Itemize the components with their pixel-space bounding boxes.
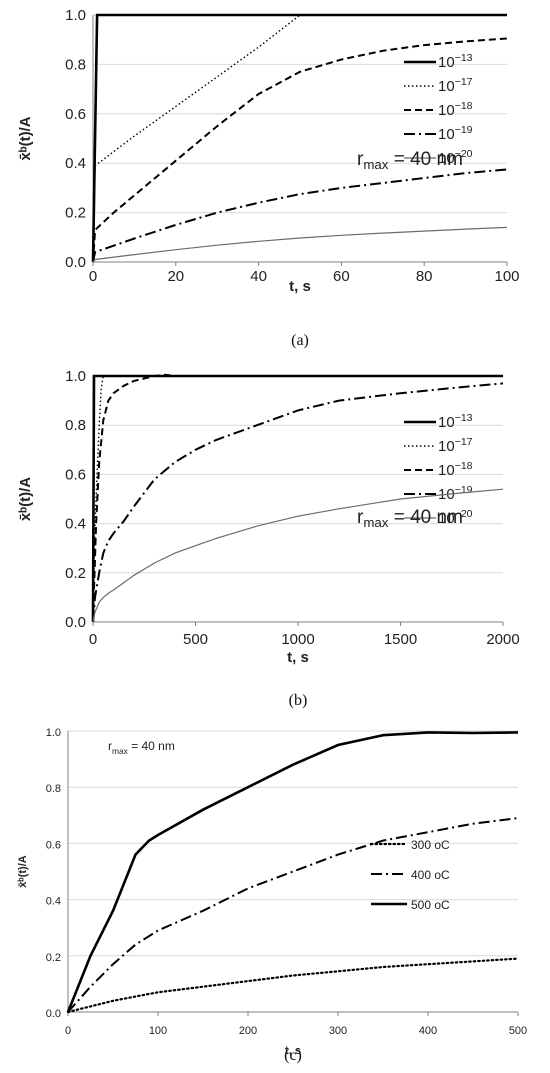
x-tick-label: 0 — [89, 268, 97, 285]
x-tick-label: 100 — [494, 268, 519, 285]
series-line-5 — [92, 488, 504, 623]
series-line-2 — [92, 375, 503, 623]
series-line-1 — [66, 957, 520, 1014]
y-tick-label: 0.0 — [65, 614, 86, 631]
y-tick-label: 1.0 — [65, 368, 86, 385]
y-tick-label: 0.8 — [46, 783, 61, 795]
x-tick-label: 40 — [250, 268, 267, 285]
legend-label: 10−19 — [438, 124, 473, 143]
y-tick-label: 0.8 — [65, 56, 86, 73]
y-tick-label: 0.2 — [46, 952, 61, 964]
chart-panel-c: 0.0 0.2 0.4 0.6 0.8 1.0 0 100 200 300 400 500 t, s x̄… — [17, 727, 527, 1064]
x-tick-label: 2000 — [486, 631, 519, 648]
x-tick-label: 100 — [149, 1025, 167, 1037]
legend-label: 500 oC — [411, 898, 450, 912]
x-tick-label: 500 — [183, 631, 208, 648]
legend-label: 10−17 — [438, 436, 473, 455]
legend-label: 400 oC — [411, 868, 450, 882]
y-tick-label: 0.4 — [65, 516, 86, 533]
series-line-4 — [92, 382, 504, 623]
y-tick-label: 0.4 — [65, 155, 86, 172]
x-axis-label: t, s — [285, 1045, 301, 1057]
x-tick-label: 400 — [419, 1025, 437, 1037]
y-tick-label: 0.0 — [65, 254, 86, 271]
y-tick-label: 0.4 — [46, 896, 61, 908]
x-tick-label: 20 — [167, 268, 184, 285]
series-line-4 — [92, 168, 508, 263]
x-tick-label: 1500 — [384, 631, 417, 648]
panel-caption: (a) — [291, 332, 309, 349]
x-tick-label: 0 — [89, 631, 97, 648]
y-axis-label: x̄ᵇ(t)/A — [17, 477, 34, 521]
series-line-5 — [92, 226, 508, 263]
series-line-3 — [66, 731, 519, 1013]
y-axis-label: x̄ᵇ(t)/A — [17, 855, 29, 887]
x-tick-label: 80 — [416, 268, 433, 285]
y-tick-label: 0.2 — [65, 565, 86, 582]
y-tick-label: 0.6 — [46, 839, 61, 851]
legend-label: 10−20 — [438, 508, 473, 527]
legend-label: 10−17 — [438, 76, 473, 95]
x-tick-label: 0 — [65, 1025, 71, 1037]
chart-panel-b: 0.0 0.2 0.4 0.6 0.8 1.0 0 500 1000 1500 2000 t, s x̄… — [17, 368, 520, 709]
series-line-2 — [92, 14, 507, 263]
rmax-annotation: rmax = 40 nm — [108, 739, 175, 756]
y-tick-label: 0.8 — [65, 417, 86, 434]
x-axis-label: t, s — [287, 649, 309, 666]
x-tick-label: 300 — [329, 1025, 347, 1037]
y-tick-label: 1.0 — [65, 7, 86, 24]
series-line-2 — [67, 817, 519, 1013]
legend-label: 10−13 — [438, 412, 473, 431]
chart-panel-a: 0.0 0.2 0.4 0.6 0.8 1.0 0 20 40 60 80 100 t, s x̄ᵇ(t)… — [17, 7, 520, 349]
x-tick-label: 200 — [239, 1025, 257, 1037]
panel-caption: (c) — [284, 1047, 302, 1064]
x-tick-label: 500 — [509, 1025, 527, 1037]
legend-label: 10−20 — [438, 148, 473, 167]
legend-label: 10−18 — [438, 100, 473, 119]
series-line-3 — [92, 373, 503, 623]
rmax-annotation: rmax = 40 nm — [357, 507, 463, 530]
y-tick-label: 0.0 — [46, 1008, 61, 1020]
legend-label: 10−18 — [438, 460, 473, 479]
y-axis-label: x̄ᵇ(t)/A — [17, 116, 34, 160]
y-tick-label: 0.6 — [65, 106, 86, 123]
y-tick-label: 0.6 — [65, 466, 86, 483]
panel-caption: (b) — [289, 692, 308, 709]
legend-label: 300 oC — [411, 838, 450, 852]
series-line-3 — [92, 37, 508, 263]
y-tick-label: 1.0 — [46, 727, 61, 739]
x-axis-label: t, s — [289, 278, 311, 295]
x-tick-label: 1000 — [281, 631, 314, 648]
x-tick-label: 60 — [333, 268, 350, 285]
rmax-annotation: rmax = 40 nm — [357, 149, 463, 172]
y-tick-label: 0.2 — [65, 205, 86, 222]
legend-label: 10−13 — [438, 52, 473, 71]
